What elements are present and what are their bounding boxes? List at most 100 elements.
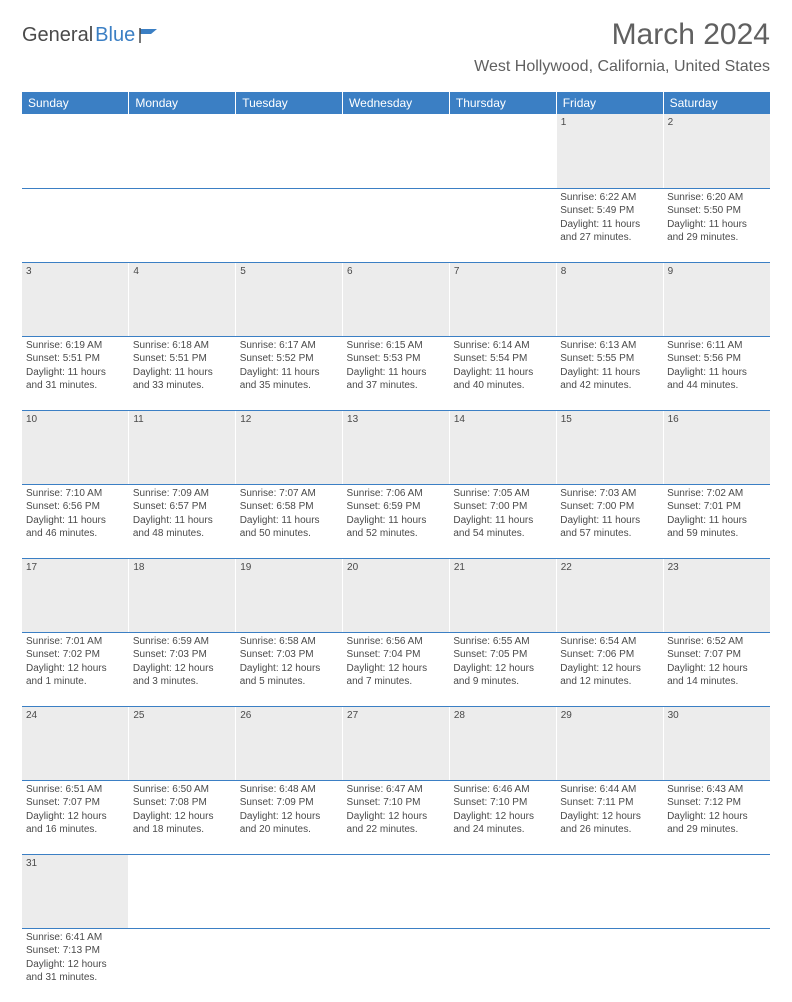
day-number-row: 3456789	[22, 262, 770, 336]
day-number-cell: 18	[129, 558, 236, 632]
sunrise-text: Sunrise: 6:18 AM	[133, 339, 232, 353]
day-content-cell: Sunrise: 6:51 AMSunset: 7:07 PMDaylight:…	[22, 780, 129, 854]
daylight-text: Daylight: 11 hours and 46 minutes.	[26, 514, 125, 541]
sunrise-text: Sunrise: 6:11 AM	[667, 339, 766, 353]
day-number-row: 24252627282930	[22, 706, 770, 780]
day-number-cell: 27	[343, 706, 450, 780]
sunrise-text: Sunrise: 6:44 AM	[560, 783, 659, 797]
sunset-text: Sunset: 7:05 PM	[453, 648, 552, 662]
sunset-text: Sunset: 7:06 PM	[560, 648, 659, 662]
day-content-cell: Sunrise: 6:50 AMSunset: 7:08 PMDaylight:…	[129, 780, 236, 854]
day-content-row: Sunrise: 6:41 AMSunset: 7:13 PMDaylight:…	[22, 928, 770, 1002]
day-content-cell: Sunrise: 6:19 AMSunset: 5:51 PMDaylight:…	[22, 336, 129, 410]
sunset-text: Sunset: 5:54 PM	[453, 352, 552, 366]
day-number-cell: 4	[129, 262, 236, 336]
sunset-text: Sunset: 7:09 PM	[240, 796, 339, 810]
day-number-cell: 29	[556, 706, 663, 780]
sunset-text: Sunset: 7:01 PM	[667, 500, 766, 514]
day-number-cell: 19	[236, 558, 343, 632]
day-number-cell: 12	[236, 410, 343, 484]
sunrise-text: Sunrise: 6:48 AM	[240, 783, 339, 797]
sunset-text: Sunset: 7:10 PM	[347, 796, 446, 810]
day-content-cell	[236, 928, 343, 1002]
day-header: Thursday	[449, 92, 556, 114]
day-number-cell: 23	[663, 558, 770, 632]
daylight-text: Daylight: 11 hours and 48 minutes.	[133, 514, 232, 541]
daylight-text: Daylight: 11 hours and 31 minutes.	[26, 366, 125, 393]
day-number-cell: 20	[343, 558, 450, 632]
sunset-text: Sunset: 5:51 PM	[26, 352, 125, 366]
daylight-text: Daylight: 12 hours and 16 minutes.	[26, 810, 125, 837]
day-number-row: 12	[22, 114, 770, 188]
day-content-cell: Sunrise: 6:47 AMSunset: 7:10 PMDaylight:…	[343, 780, 450, 854]
sunset-text: Sunset: 7:08 PM	[133, 796, 232, 810]
day-number-cell	[449, 854, 556, 928]
day-number-cell: 24	[22, 706, 129, 780]
daylight-text: Daylight: 11 hours and 40 minutes.	[453, 366, 552, 393]
day-number-cell: 28	[449, 706, 556, 780]
day-content-cell: Sunrise: 7:06 AMSunset: 6:59 PMDaylight:…	[343, 484, 450, 558]
sunset-text: Sunset: 7:12 PM	[667, 796, 766, 810]
daylight-text: Daylight: 12 hours and 26 minutes.	[560, 810, 659, 837]
day-number-cell: 8	[556, 262, 663, 336]
day-number-cell: 21	[449, 558, 556, 632]
sunrise-text: Sunrise: 6:54 AM	[560, 635, 659, 649]
day-content-cell: Sunrise: 6:54 AMSunset: 7:06 PMDaylight:…	[556, 632, 663, 706]
day-content-cell: Sunrise: 7:07 AMSunset: 6:58 PMDaylight:…	[236, 484, 343, 558]
day-content-cell: Sunrise: 6:52 AMSunset: 7:07 PMDaylight:…	[663, 632, 770, 706]
daylight-text: Daylight: 11 hours and 35 minutes.	[240, 366, 339, 393]
calendar-body: 12Sunrise: 6:22 AMSunset: 5:49 PMDayligh…	[22, 114, 770, 1002]
day-content-cell: Sunrise: 6:58 AMSunset: 7:03 PMDaylight:…	[236, 632, 343, 706]
day-number-cell: 3	[22, 262, 129, 336]
day-content-row: Sunrise: 7:10 AMSunset: 6:56 PMDaylight:…	[22, 484, 770, 558]
day-header-row: SundayMondayTuesdayWednesdayThursdayFrid…	[22, 92, 770, 114]
daylight-text: Daylight: 11 hours and 29 minutes.	[667, 218, 766, 245]
day-content-row: Sunrise: 6:22 AMSunset: 5:49 PMDaylight:…	[22, 188, 770, 262]
sunrise-text: Sunrise: 6:13 AM	[560, 339, 659, 353]
sunrise-text: Sunrise: 6:20 AM	[667, 191, 766, 205]
day-number-cell: 30	[663, 706, 770, 780]
day-number-cell: 14	[449, 410, 556, 484]
day-number-row: 31	[22, 854, 770, 928]
logo-text-2: Blue	[95, 24, 135, 47]
day-content-cell	[129, 928, 236, 1002]
logo: GeneralBlue	[22, 24, 161, 47]
daylight-text: Daylight: 12 hours and 1 minute.	[26, 662, 125, 689]
sunrise-text: Sunrise: 7:01 AM	[26, 635, 125, 649]
day-content-cell: Sunrise: 7:05 AMSunset: 7:00 PMDaylight:…	[449, 484, 556, 558]
day-number-cell: 6	[343, 262, 450, 336]
daylight-text: Daylight: 12 hours and 29 minutes.	[667, 810, 766, 837]
daylight-text: Daylight: 12 hours and 20 minutes.	[240, 810, 339, 837]
day-content-cell: Sunrise: 7:10 AMSunset: 6:56 PMDaylight:…	[22, 484, 129, 558]
sunset-text: Sunset: 5:53 PM	[347, 352, 446, 366]
day-number-cell: 10	[22, 410, 129, 484]
day-number-cell	[449, 114, 556, 188]
daylight-text: Daylight: 11 hours and 33 minutes.	[133, 366, 232, 393]
day-number-cell: 9	[663, 262, 770, 336]
daylight-text: Daylight: 11 hours and 50 minutes.	[240, 514, 339, 541]
day-content-cell: Sunrise: 6:46 AMSunset: 7:10 PMDaylight:…	[449, 780, 556, 854]
sunrise-text: Sunrise: 6:17 AM	[240, 339, 339, 353]
sunrise-text: Sunrise: 6:52 AM	[667, 635, 766, 649]
day-number-cell	[343, 854, 450, 928]
sunset-text: Sunset: 7:03 PM	[240, 648, 339, 662]
daylight-text: Daylight: 11 hours and 57 minutes.	[560, 514, 659, 541]
sunset-text: Sunset: 6:59 PM	[347, 500, 446, 514]
day-content-cell	[22, 188, 129, 262]
day-number-row: 17181920212223	[22, 558, 770, 632]
sunrise-text: Sunrise: 6:47 AM	[347, 783, 446, 797]
day-content-cell: Sunrise: 7:02 AMSunset: 7:01 PMDaylight:…	[663, 484, 770, 558]
day-content-cell	[343, 928, 450, 1002]
sunrise-text: Sunrise: 6:51 AM	[26, 783, 125, 797]
day-number-cell: 2	[663, 114, 770, 188]
day-header: Friday	[556, 92, 663, 114]
sunrise-text: Sunrise: 6:55 AM	[453, 635, 552, 649]
day-number-cell: 5	[236, 262, 343, 336]
daylight-text: Daylight: 11 hours and 59 minutes.	[667, 514, 766, 541]
sunrise-text: Sunrise: 7:02 AM	[667, 487, 766, 501]
location-subtitle: West Hollywood, California, United State…	[474, 58, 770, 76]
daylight-text: Daylight: 11 hours and 44 minutes.	[667, 366, 766, 393]
sunrise-text: Sunrise: 7:03 AM	[560, 487, 659, 501]
daylight-text: Daylight: 12 hours and 14 minutes.	[667, 662, 766, 689]
day-number-cell: 15	[556, 410, 663, 484]
